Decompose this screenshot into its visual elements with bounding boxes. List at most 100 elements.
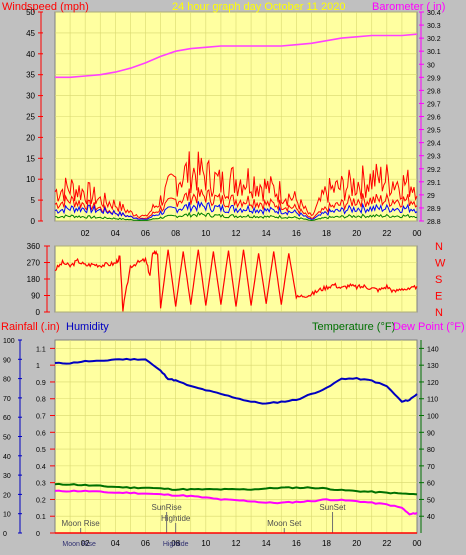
rainfall-tick-label: 1.1 — [36, 346, 46, 353]
compass-label: S — [435, 274, 442, 286]
windspeed-tick-label: 35 — [26, 71, 35, 80]
rainfall-axis-title: Rainfall (.in) — [1, 321, 60, 333]
windspeed-tick-label: 45 — [26, 29, 35, 38]
compass-label: N — [435, 241, 443, 253]
barometer-tick-label: 28.8 — [427, 219, 441, 226]
humidity-tick-label: 80 — [3, 377, 11, 384]
windspeed-axis-title: Windspeed (mph) — [2, 1, 89, 13]
humidity-line — [54, 357, 418, 405]
compass-label: E — [435, 291, 442, 303]
event-label: Moon Set — [267, 519, 302, 528]
event-label: Hightide — [161, 514, 191, 523]
wind_low-line — [54, 211, 418, 222]
rainfall-tick-label: 0.4 — [36, 464, 46, 471]
temperature-tick-label: 90 — [427, 430, 435, 437]
rainfall-tick-label: 0.6 — [36, 430, 46, 437]
barometer-line — [55, 33, 418, 79]
hour-tick-label: 02 — [81, 229, 90, 238]
temperature-tick-label: 130 — [427, 363, 439, 370]
windspeed-tick-label: 10 — [26, 175, 35, 184]
event-bottom-label: Hightide — [163, 541, 189, 548]
hour-tick-label: 06 — [141, 539, 150, 548]
windspeed-tick-label: 15 — [26, 154, 35, 163]
barometer-tick-label: 29.6 — [427, 115, 441, 122]
hour-tick-label: 04 — [111, 539, 120, 548]
event-label: Moon Rise — [62, 519, 101, 528]
barometer-tick-label: 29 — [427, 193, 435, 200]
hour-tick-label: 12 — [232, 229, 241, 238]
hour-tick-label: 00 — [413, 229, 422, 238]
hour-tick-label: 16 — [292, 539, 301, 548]
hour-tick-label: 04 — [111, 229, 120, 238]
hour-tick-label: 14 — [262, 229, 271, 238]
hour-tick-label: 10 — [201, 229, 210, 238]
humidity-tick-label: 10 — [3, 512, 11, 519]
wind-direction-line — [54, 249, 418, 312]
temperature-line — [54, 482, 418, 496]
rainfall-tick-label: 0.2 — [36, 497, 46, 504]
humidity-tick-label: 20 — [3, 492, 11, 499]
hour-tick-label: 22 — [382, 229, 391, 238]
windspeed-tick-label: 50 — [26, 8, 35, 17]
temperature-tick-label: 100 — [427, 414, 439, 421]
temperature-tick-label: 40 — [427, 514, 435, 521]
temperature-tick-label: 80 — [427, 447, 435, 454]
chart-title: 24 hour graph day October 11 2020 — [172, 1, 345, 13]
barometer-tick-label: 30.1 — [427, 49, 441, 56]
hour-tick-label: 12 — [232, 539, 241, 548]
hour-tick-label: 18 — [322, 229, 331, 238]
hour-tick-label: 20 — [352, 539, 361, 548]
temperature-tick-label: 110 — [427, 397, 438, 404]
barometer-tick-label: 29.1 — [427, 180, 441, 187]
direction-tick-label: 360 — [27, 242, 41, 251]
temperature-axis-title: Temperature (°F) — [312, 321, 395, 333]
humidity-tick-label: 100 — [3, 338, 15, 345]
windspeed-tick-label: 5 — [31, 196, 36, 205]
barometer-tick-label: 29.5 — [427, 128, 441, 135]
direction-tick-label: 270 — [27, 259, 41, 268]
humidity-tick-label: 0 — [3, 531, 7, 538]
barometer-tick-label: 29.3 — [427, 154, 441, 161]
hour-tick-label: 16 — [292, 229, 301, 238]
temperature-tick-label: 60 — [427, 481, 435, 488]
barometer-tick-label: 30 — [427, 62, 435, 69]
windspeed-tick-label: 25 — [26, 113, 35, 122]
humidity-tick-label: 70 — [3, 396, 11, 403]
temperature-tick-label: 70 — [427, 464, 435, 471]
barometer-axis-title: Barometer ( in) — [372, 1, 445, 13]
barometer-tick-label: 30.4 — [427, 10, 441, 17]
dewpoint-axis-title: Dew Point (°F) — [393, 321, 465, 333]
hour-tick-label: 06 — [141, 229, 150, 238]
barometer-tick-label: 29.8 — [427, 88, 441, 95]
rainfall-tick-label: 0.5 — [36, 447, 46, 454]
direction-tick-label: 90 — [31, 292, 40, 301]
hour-tick-label: 00 — [413, 539, 422, 548]
hour-tick-label: 14 — [262, 539, 271, 548]
barometer-tick-label: 28.9 — [427, 206, 441, 213]
direction-tick-label: 0 — [36, 308, 41, 317]
gust-line — [54, 151, 418, 219]
humidity-tick-label: 40 — [3, 454, 11, 461]
humidity-tick-label: 60 — [3, 415, 11, 422]
windspeed-tick-label: 30 — [26, 92, 35, 101]
hour-tick-label: 18 — [322, 539, 331, 548]
dewpoint-line — [54, 489, 418, 516]
hour-tick-label: 02 — [81, 539, 90, 548]
rainfall-tick-label: 1 — [36, 363, 40, 370]
barometer-tick-label: 30.3 — [427, 23, 441, 30]
avg_wind-line — [54, 201, 418, 220]
hour-tick-label: 10 — [201, 539, 210, 548]
rainfall-tick-label: 0.7 — [36, 414, 46, 421]
compass-label: N — [435, 307, 443, 319]
temperature-tick-label: 50 — [427, 497, 435, 504]
barometer-tick-label: 29.2 — [427, 167, 441, 174]
hour-tick-label: 08 — [171, 229, 180, 238]
windspeed-tick-label: 0 — [31, 217, 36, 226]
event-bottom-label: Moon Rise — [62, 541, 96, 548]
barometer-tick-label: 29.9 — [427, 75, 441, 82]
temperature-tick-label: 120 — [427, 380, 439, 387]
hour-tick-label: 08 — [171, 539, 180, 548]
rainfall-tick-label: 0.3 — [36, 481, 46, 488]
windspeed-tick-label: 40 — [26, 50, 35, 59]
